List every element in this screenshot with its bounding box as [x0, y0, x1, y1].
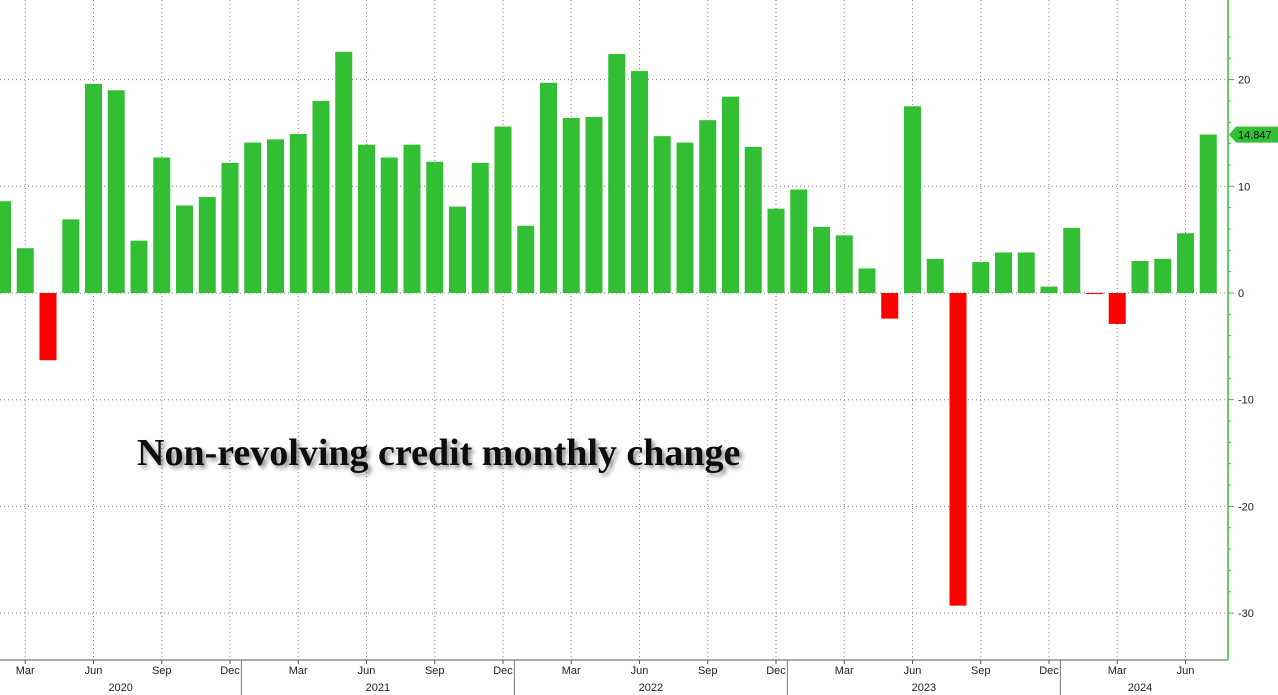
y-tick-label: -20: [1238, 501, 1254, 513]
bar-2022-06: [631, 71, 648, 294]
bar-2022-02: [540, 82, 557, 294]
bar-2021-06: [358, 144, 375, 293]
bar-2024-07: [1199, 134, 1217, 293]
y-tick-label: -10: [1238, 395, 1254, 407]
bar-2020-07: [107, 90, 125, 294]
bar-2022-07: [653, 136, 671, 293]
x-year-label: 2022: [639, 682, 663, 694]
x-month-label: Mar: [16, 665, 35, 677]
bar-2021-12: [494, 126, 512, 293]
x-year-label: 2020: [108, 682, 132, 694]
bar-2021-03: [289, 134, 307, 293]
x-month-label: Sep: [971, 665, 991, 677]
bar-2020-10: [176, 205, 193, 293]
bar-2023-03: [835, 235, 853, 293]
last-value-label: 14.847: [1238, 130, 1272, 142]
x-month-label: Jun: [1177, 665, 1195, 677]
bar-2021-07: [380, 157, 398, 293]
x-month-label: Mar: [289, 665, 308, 677]
bar-2020-08: [130, 240, 148, 293]
x-month-label: Mar: [562, 665, 581, 677]
x-axis: Mar Jun Sep Dec Mar Jun Sep Dec Mar Jun Sep Dec Mar J…: [0, 659, 1228, 695]
x-month-label: Sep: [152, 665, 172, 677]
x-month-label: Jun: [85, 665, 103, 677]
y-axis: 20 10 0 -10 -20 -30 14.847: [1227, 0, 1278, 660]
x-month-label: Dec: [220, 665, 240, 677]
bar-2021-09: [426, 161, 444, 293]
bar-2024-02: [1086, 293, 1103, 295]
x-month-label: Sep: [425, 665, 445, 677]
bar-2020-04: [39, 293, 57, 361]
x-month-label: Dec: [1039, 665, 1059, 677]
chart-title: Non-revolving credit monthly change: [137, 432, 740, 474]
bar-2023-07: [926, 258, 944, 293]
bar-2021-08: [403, 144, 421, 293]
bar-2020-09: [153, 157, 171, 293]
bar-2022-09: [699, 120, 717, 294]
bar-2022-10: [722, 96, 739, 293]
x-month-label: Jun: [904, 665, 922, 677]
bar-2022-01: [517, 225, 535, 293]
bar-2021-01: [244, 142, 262, 293]
bar-2023-06: [904, 106, 921, 294]
x-month-label: Mar: [1108, 665, 1127, 677]
bar-2023-08: [949, 293, 967, 606]
bar-2021-04: [312, 100, 330, 293]
bar-2020-05: [62, 219, 80, 293]
bar-2023-04: [858, 268, 876, 293]
bar-2020-03: [16, 248, 34, 293]
bar-2021-11: [471, 162, 489, 293]
bars: [0, 51, 1217, 606]
bar-2024-04: [1131, 260, 1149, 293]
bar-2022-11: [744, 146, 762, 293]
bar-2023-05: [881, 293, 899, 319]
y-tick-label: -30: [1238, 608, 1254, 620]
bar-2023-11: [1017, 252, 1035, 293]
bar-2022-04: [585, 116, 603, 293]
bar-2024-06: [1177, 233, 1194, 293]
x-month-label: Sep: [698, 665, 718, 677]
bar-2020-06: [85, 83, 102, 293]
x-month-label: Jun: [358, 665, 376, 677]
bar-2020-11: [198, 196, 216, 293]
x-year-label: 2024: [1128, 682, 1152, 694]
bar-2023-12: [1040, 286, 1058, 293]
bar-2021-05: [335, 51, 353, 293]
y-tick-label: 0: [1238, 288, 1244, 300]
y-tick-label: 10: [1238, 181, 1250, 193]
bar-2023-02: [813, 226, 830, 293]
bar-2023-09: [972, 262, 990, 293]
bar-2022-08: [676, 142, 694, 293]
x-year-label: 2023: [912, 682, 936, 694]
bar-2021-02: [267, 139, 284, 293]
bar-2022-12: [767, 208, 785, 293]
bar-2024-05: [1154, 258, 1172, 293]
x-year-label: 2021: [366, 682, 390, 694]
bar-2022-03: [562, 118, 580, 294]
bar-2020-02: [0, 201, 11, 293]
bar-2021-10: [449, 206, 466, 293]
last-value-tag: [1229, 126, 1278, 143]
bar-2020-12: [221, 162, 239, 293]
bar-2024-01: [1063, 227, 1081, 293]
x-month-label: Dec: [766, 665, 786, 677]
bar-2022-05: [608, 53, 626, 293]
bar-2023-10: [995, 252, 1012, 293]
bar-2024-03: [1108, 293, 1126, 324]
x-month-label: Jun: [631, 665, 649, 677]
y-tick-label: 20: [1238, 75, 1250, 87]
bar-2023-01: [790, 189, 808, 293]
x-month-label: Mar: [835, 665, 854, 677]
x-month-label: Dec: [493, 665, 513, 677]
